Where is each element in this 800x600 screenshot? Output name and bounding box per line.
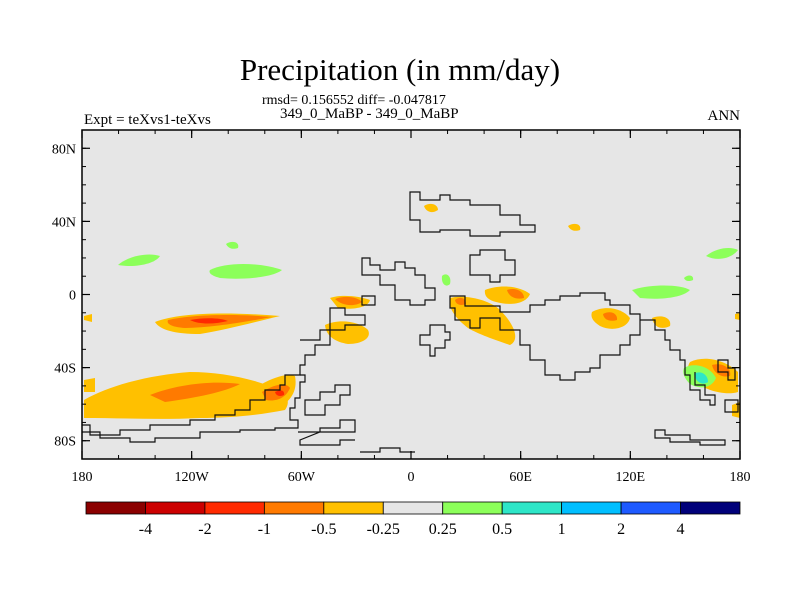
- positive-anomaly-core: [694, 372, 708, 384]
- colorbar-label: 1: [558, 521, 566, 538]
- continent-outline: [360, 447, 415, 453]
- lat-tick-label: 0: [69, 289, 76, 304]
- plot-title: Precipitation (in mm/day): [239, 52, 561, 87]
- continent-outline: [469, 249, 516, 283]
- season-label: ANN: [707, 108, 741, 124]
- anomaly-patches: [84, 203, 740, 419]
- positive-anomaly-patch: [226, 241, 239, 249]
- positive-anomaly-patch: [209, 264, 282, 279]
- colorbar-label: -0.5: [311, 521, 336, 538]
- continent-outline: [409, 191, 536, 237]
- positive-anomaly-patch: [706, 248, 738, 259]
- continent-outline: [640, 319, 716, 406]
- negative-anomaly-patch: [735, 313, 740, 320]
- positive-anomaly-patch: [684, 275, 694, 282]
- negative-anomaly-core: [507, 288, 524, 299]
- axis-labels: 80N 40N 0 40S 80S 180 120W 60W 0 60E 120E 180: [52, 142, 751, 485]
- positive-anomaly-patch: [118, 254, 160, 266]
- continent-outline: [654, 429, 726, 446]
- continent-outline: [304, 384, 351, 416]
- lat-tick-label: 80N: [52, 142, 76, 157]
- positive-anomaly-patch: [632, 285, 690, 299]
- continent-outline: [419, 324, 451, 357]
- negative-anomaly-core: [712, 364, 731, 377]
- positive-anomaly-patch: [441, 274, 451, 286]
- lon-tick-label: 180: [730, 470, 751, 485]
- colorbar-swatch: [382, 501, 444, 515]
- negative-anomaly-patch: [652, 316, 671, 328]
- negative-anomaly-core: [335, 296, 362, 306]
- continent-outline: [717, 359, 736, 381]
- colorbar-swatch: [620, 501, 681, 515]
- lat-tick-label: 40S: [54, 362, 76, 377]
- lon-tick-label: 60W: [288, 470, 316, 485]
- lon-tick-label: 120W: [175, 470, 210, 485]
- continent-outline: [361, 257, 436, 306]
- axis-ticks: [81, 130, 741, 459]
- lat-tick-label: 40N: [52, 215, 76, 230]
- colorbar-swatch: [561, 501, 622, 515]
- lon-tick-label: 0: [408, 470, 415, 485]
- colorbar-label: -4: [139, 521, 152, 538]
- negative-anomaly-core: [150, 382, 240, 402]
- colorbar-swatch: [501, 501, 563, 515]
- negative-anomaly-patch: [568, 223, 581, 231]
- negative-anomaly-max: [275, 390, 285, 396]
- negative-anomaly-patch: [84, 314, 92, 322]
- lon-tick-label: 180: [72, 470, 93, 485]
- colorbar: -4 -2 -1 -0.5 -0.25 0.25 0.5 1 2 4: [85, 501, 741, 538]
- colorbar-label: 2: [617, 521, 625, 538]
- colorbar-swatch: [442, 501, 503, 515]
- lat-tick-label: 80S: [54, 435, 76, 450]
- continent-outline: [298, 419, 356, 446]
- lon-tick-label: 120E: [616, 470, 646, 485]
- colorbar-swatch: [204, 501, 265, 515]
- colorbar-label: -1: [258, 521, 271, 538]
- colorbar-label: -0.25: [367, 521, 400, 538]
- colorbar-swatch: [145, 501, 206, 515]
- negative-anomaly-max: [190, 318, 228, 324]
- lon-tick-label: 60E: [509, 470, 532, 485]
- negative-anomaly-patch: [424, 203, 438, 213]
- continent-outline: [724, 399, 739, 413]
- continent-outline: [361, 295, 376, 306]
- colorbar-label: 0.5: [492, 521, 512, 538]
- continent-outline: [329, 307, 366, 331]
- colorbar-swatch: [85, 501, 146, 515]
- continent-outlines: [82, 191, 739, 453]
- continent-outline: [82, 374, 306, 443]
- negative-anomaly-patch: [325, 321, 369, 344]
- negative-anomaly-core: [455, 297, 466, 305]
- colorbar-swatch: [263, 501, 325, 515]
- negative-anomaly-core: [603, 312, 618, 321]
- experiment-label: Expt = teXvs1-teXvs: [84, 112, 211, 128]
- continent-outline: [82, 329, 331, 436]
- subtitle: 349_0_MaBP - 349_0_MaBP: [280, 106, 459, 122]
- negative-anomaly-patch: [449, 296, 516, 345]
- colorbar-label: 0.25: [429, 521, 457, 538]
- negative-anomaly-patch: [84, 378, 95, 392]
- colorbar-label: 4: [677, 521, 685, 538]
- continent-outline: [449, 292, 641, 381]
- colorbar-swatch: [323, 501, 384, 515]
- colorbar-label: -2: [198, 521, 211, 538]
- stats-text: rmsd= 0.156552 diff= -0.047817: [262, 93, 446, 108]
- colorbar-swatch: [680, 501, 741, 515]
